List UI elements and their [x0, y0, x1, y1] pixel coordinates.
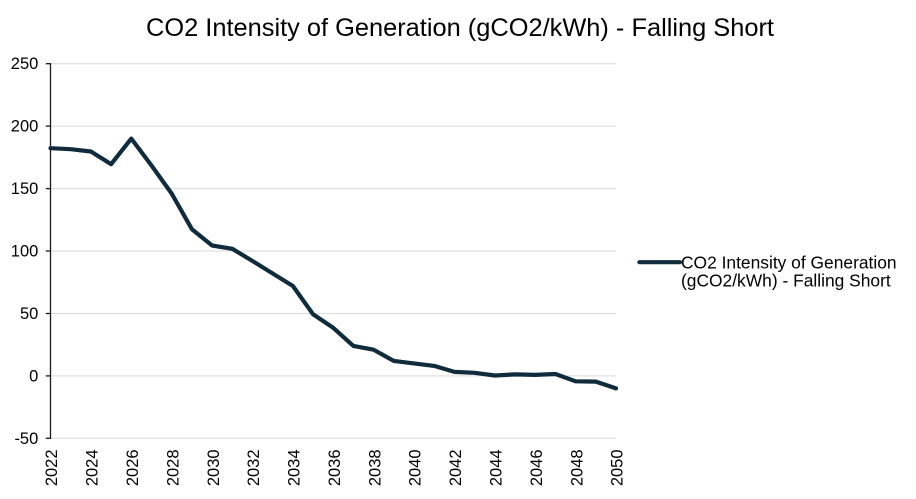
svg-text:2048: 2048: [568, 449, 586, 486]
svg-text:2030: 2030: [205, 449, 223, 486]
svg-text:2042: 2042: [447, 449, 465, 486]
svg-text:0: 0: [29, 367, 38, 385]
svg-text:2034: 2034: [286, 449, 304, 486]
svg-text:2032: 2032: [245, 449, 263, 486]
svg-text:50: 50: [20, 305, 38, 323]
svg-text:2044: 2044: [488, 449, 506, 486]
svg-text:2038: 2038: [366, 449, 384, 486]
svg-text:2036: 2036: [326, 449, 344, 486]
svg-text:CO2 Intensity of Generation: CO2 Intensity of Generation: [681, 252, 897, 272]
svg-text:200: 200: [11, 118, 39, 136]
svg-text:2024: 2024: [84, 449, 102, 486]
svg-text:2022: 2022: [43, 449, 61, 486]
svg-text:250: 250: [11, 55, 39, 73]
svg-text:2028: 2028: [164, 449, 182, 486]
svg-text:100: 100: [11, 243, 39, 261]
svg-text:2050: 2050: [609, 449, 627, 486]
svg-text:-50: -50: [14, 430, 38, 448]
svg-text:2026: 2026: [124, 449, 142, 486]
svg-text:2040: 2040: [407, 449, 425, 486]
svg-text:2046: 2046: [528, 449, 546, 486]
svg-text:CO2 Intensity of Generation (g: CO2 Intensity of Generation (gCO2/kWh) -…: [146, 14, 774, 42]
svg-text:150: 150: [11, 180, 39, 198]
svg-text:(gCO2/kWh) - Falling Short: (gCO2/kWh) - Falling Short: [681, 271, 891, 291]
